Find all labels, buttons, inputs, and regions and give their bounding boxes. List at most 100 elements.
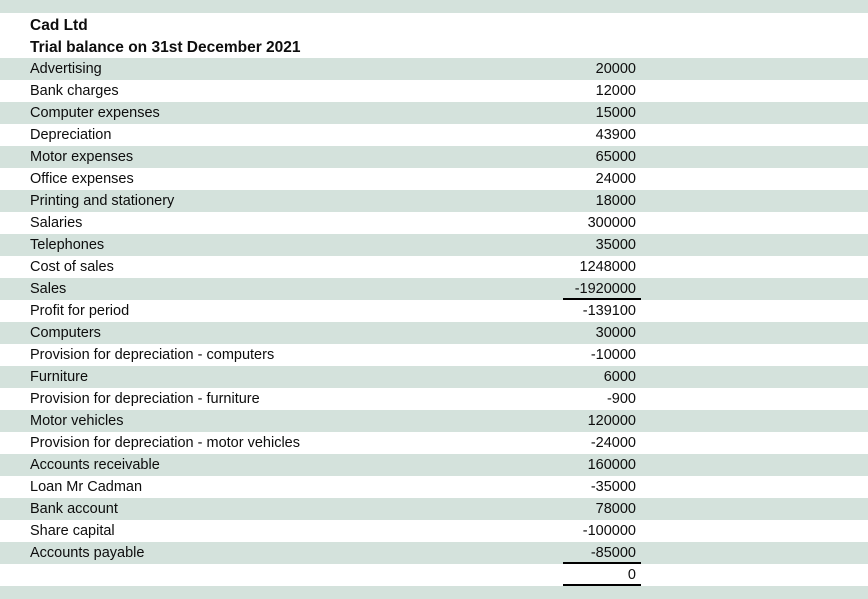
table-row: Sales -1920000 bbox=[0, 278, 868, 300]
table-row bbox=[0, 586, 868, 599]
account-label-cell[interactable]: Loan Mr Cadman bbox=[30, 479, 143, 495]
amount-cell[interactable]: 12000 bbox=[595, 83, 636, 99]
amount-cell[interactable]: 18000 bbox=[595, 193, 636, 209]
row-spacer bbox=[641, 586, 868, 599]
table-row: 0 bbox=[0, 564, 868, 586]
report-title: Trial balance on 31st December 2021 bbox=[30, 39, 301, 56]
amount-cell[interactable]: 30000 bbox=[595, 325, 636, 341]
row-spacer bbox=[641, 234, 868, 256]
account-label-cell[interactable]: Motor vehicles bbox=[30, 413, 124, 429]
account-label-cell[interactable]: Accounts payable bbox=[30, 545, 145, 561]
amount-cell[interactable]: 24000 bbox=[595, 171, 636, 187]
amount-cell[interactable]: 78000 bbox=[595, 501, 636, 517]
account-label-cell[interactable]: Bank charges bbox=[30, 83, 119, 99]
account-label-cell[interactable]: Bank account bbox=[30, 501, 118, 517]
table-row: Provision for depreciation - motor vehic… bbox=[0, 432, 868, 454]
account-label-cell[interactable]: Salaries bbox=[30, 215, 83, 231]
account-label-cell[interactable]: Furniture bbox=[30, 369, 89, 385]
table-row: Depreciation 43900 bbox=[0, 124, 868, 146]
amount-cell[interactable]: -100000 bbox=[582, 523, 636, 539]
row-spacer bbox=[641, 124, 868, 146]
table-row: Loan Mr Cadman -35000 bbox=[0, 476, 868, 498]
account-label-cell[interactable]: Printing and stationery bbox=[30, 193, 175, 209]
row-spacer bbox=[641, 146, 868, 168]
table-row: Accounts payable -85000 bbox=[0, 542, 868, 564]
account-label-cell[interactable]: Provision for depreciation - furniture bbox=[30, 391, 260, 407]
partial-row-top bbox=[0, 0, 868, 13]
account-label-cell[interactable] bbox=[0, 564, 563, 586]
report-header: Cad Ltd Trial balance on 31st December 2… bbox=[0, 13, 868, 58]
amount-cell[interactable]: -10000 bbox=[590, 347, 636, 363]
account-label-cell[interactable]: Motor expenses bbox=[30, 149, 134, 165]
account-label-cell[interactable]: Advertising bbox=[30, 61, 102, 77]
table-row: Salaries 300000 bbox=[0, 212, 868, 234]
table-row: Advertising 20000 bbox=[0, 58, 868, 80]
amount-cell[interactable]: 20000 bbox=[595, 61, 636, 77]
amount-cell[interactable]: 6000 bbox=[603, 369, 636, 385]
row-spacer bbox=[641, 300, 868, 322]
amount-cell[interactable]: -35000 bbox=[590, 479, 636, 495]
account-label-cell[interactable]: Cost of sales bbox=[30, 259, 114, 275]
table-row: Motor expenses 65000 bbox=[0, 146, 868, 168]
amount-cell[interactable]: -1920000 bbox=[563, 278, 641, 300]
table-row: Bank charges 12000 bbox=[0, 80, 868, 102]
table-row: Provision for depreciation - computers -… bbox=[0, 344, 868, 366]
row-spacer bbox=[641, 410, 868, 432]
row-spacer bbox=[641, 278, 868, 300]
table-row: Computers 30000 bbox=[0, 322, 868, 344]
row-spacer bbox=[641, 454, 868, 476]
row-spacer bbox=[641, 212, 868, 234]
amount-cell[interactable]: 300000 bbox=[587, 215, 636, 231]
account-label-cell[interactable]: Computers bbox=[30, 325, 101, 341]
row-spacer bbox=[641, 542, 868, 564]
amount-cell[interactable]: -139100 bbox=[582, 303, 636, 319]
amount-cell[interactable]: -900 bbox=[606, 391, 636, 407]
row-spacer bbox=[641, 388, 868, 410]
amount-cell[interactable]: 65000 bbox=[595, 149, 636, 165]
table-row: Printing and stationery 18000 bbox=[0, 190, 868, 212]
account-label-cell[interactable]: Telephones bbox=[30, 237, 105, 253]
account-label-cell[interactable]: Share capital bbox=[30, 523, 115, 539]
amount-cell[interactable]: 0 bbox=[563, 564, 641, 586]
amount-cell[interactable]: 1248000 bbox=[579, 259, 636, 275]
amount-cell[interactable]: -85000 bbox=[563, 542, 641, 564]
table-row: Cost of sales 1248000 bbox=[0, 256, 868, 278]
account-label-cell[interactable]: Provision for depreciation - computers bbox=[30, 347, 275, 363]
amount-cell[interactable]: -24000 bbox=[590, 435, 636, 451]
trial-balance-rows: Advertising 20000 Bank charges 12000 Com… bbox=[0, 58, 868, 599]
table-row: Motor vehicles 120000 bbox=[0, 410, 868, 432]
account-label-cell[interactable]: Provision for depreciation - motor vehic… bbox=[30, 435, 300, 451]
account-label-cell[interactable] bbox=[0, 586, 563, 599]
row-spacer bbox=[641, 168, 868, 190]
table-row: Bank account 78000 bbox=[0, 498, 868, 520]
amount-cell[interactable]: 15000 bbox=[595, 105, 636, 121]
account-label-cell[interactable]: Computer expenses bbox=[30, 105, 160, 121]
amount-cell[interactable] bbox=[563, 586, 641, 599]
account-label-cell[interactable]: Profit for period bbox=[30, 303, 130, 319]
row-spacer bbox=[641, 58, 868, 80]
row-spacer bbox=[641, 498, 868, 520]
company-name: Cad Ltd bbox=[30, 17, 88, 34]
table-row: Office expenses 24000 bbox=[0, 168, 868, 190]
amount-cell[interactable]: 35000 bbox=[595, 237, 636, 253]
table-row: Accounts receivable 160000 bbox=[0, 454, 868, 476]
row-spacer bbox=[641, 256, 868, 278]
row-spacer bbox=[641, 322, 868, 344]
amount-cell[interactable]: 43900 bbox=[595, 127, 636, 143]
amount-cell[interactable]: 160000 bbox=[587, 457, 636, 473]
row-spacer bbox=[641, 432, 868, 454]
table-row: Share capital -100000 bbox=[0, 520, 868, 542]
row-spacer bbox=[641, 564, 868, 586]
row-spacer bbox=[641, 102, 868, 124]
table-row: Profit for period -139100 bbox=[0, 300, 868, 322]
table-row: Provision for depreciation - furniture -… bbox=[0, 388, 868, 410]
row-spacer bbox=[641, 520, 868, 542]
amount-cell[interactable]: 120000 bbox=[587, 413, 636, 429]
row-spacer bbox=[641, 366, 868, 388]
table-row: Computer expenses 15000 bbox=[0, 102, 868, 124]
row-spacer bbox=[641, 190, 868, 212]
account-label-cell[interactable]: Sales bbox=[30, 281, 67, 297]
account-label-cell[interactable]: Depreciation bbox=[30, 127, 112, 143]
account-label-cell[interactable]: Office expenses bbox=[30, 171, 134, 187]
account-label-cell[interactable]: Accounts receivable bbox=[30, 457, 160, 473]
